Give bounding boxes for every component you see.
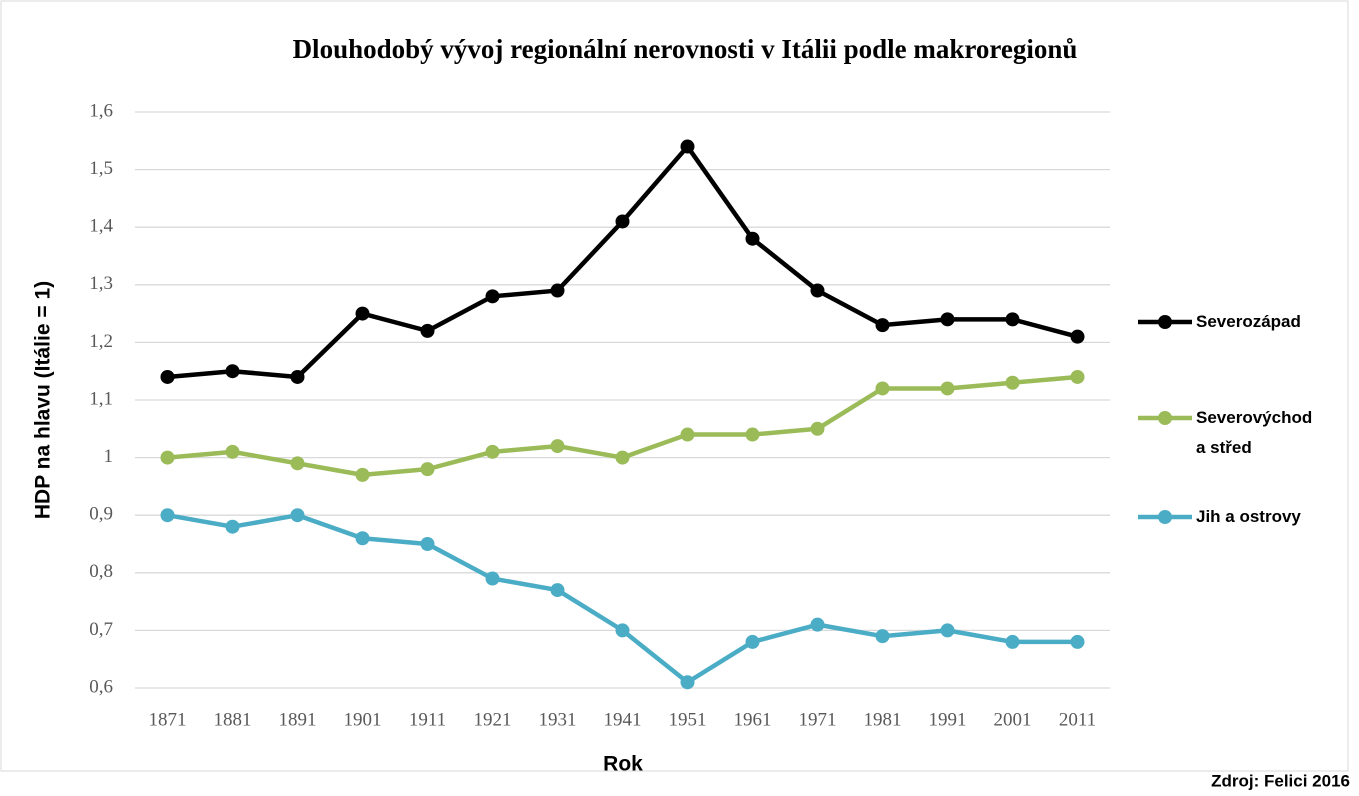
y-tick-label: 0,9 (89, 504, 113, 525)
data-point (355, 531, 370, 546)
legend-marker (1158, 315, 1172, 329)
x-tick-label: 1871 (149, 709, 187, 730)
x-tick-label: 1921 (474, 709, 512, 730)
data-point (810, 283, 825, 298)
x-tick-label: 1931 (539, 709, 577, 730)
data-point (225, 364, 240, 379)
data-point (615, 623, 630, 638)
data-point (160, 450, 175, 465)
y-tick-label: 1,1 (89, 388, 113, 409)
data-point (225, 444, 240, 459)
data-point (550, 283, 565, 298)
data-point (1005, 634, 1020, 649)
y-tick-label: 0,7 (89, 619, 113, 640)
data-point (160, 369, 175, 384)
data-point (940, 381, 955, 396)
x-tick-label: 1951 (669, 709, 707, 730)
y-tick-label: 1,2 (89, 331, 113, 352)
data-point (1070, 369, 1085, 384)
x-tick-label: 2001 (994, 709, 1032, 730)
data-point (290, 456, 305, 471)
data-point (420, 537, 435, 551)
data-point (485, 571, 500, 586)
x-tick-label: 1941 (604, 709, 642, 730)
x-tick-label: 1991 (929, 709, 967, 730)
data-point (745, 427, 760, 442)
data-point (875, 629, 890, 644)
x-tick-label: 2011 (1059, 709, 1096, 730)
legend-marker (1158, 411, 1172, 425)
data-point (680, 675, 695, 690)
data-point (615, 450, 630, 465)
legend-label: Jih a ostrovy (1196, 507, 1301, 526)
data-point (225, 519, 240, 534)
x-tick-label: 1981 (864, 709, 902, 730)
data-point (940, 312, 955, 327)
chart-title: Dlouhodobý vývoj regionální nerovnosti v… (293, 34, 1078, 64)
data-point (290, 369, 305, 384)
y-tick-label: 0,6 (89, 676, 113, 697)
source-note: Zdroj: Felici 2016 (1211, 771, 1350, 790)
data-point (680, 139, 695, 154)
x-tick-label: 1961 (734, 709, 772, 730)
data-point (875, 381, 890, 396)
data-point (875, 318, 890, 333)
x-axis-label: Rok (603, 753, 643, 776)
x-tick-label: 1891 (279, 709, 317, 730)
data-point (615, 214, 630, 229)
data-point (550, 583, 565, 598)
chart-border (0, 0, 1349, 772)
data-point (1005, 375, 1020, 390)
data-point (680, 427, 695, 442)
x-tick-label: 1881 (214, 709, 252, 730)
data-point (1070, 329, 1085, 344)
data-point (1005, 312, 1020, 327)
y-tick-label: 1,5 (89, 158, 113, 179)
y-tick-label: 0,8 (89, 561, 113, 582)
legend-label: Severovýchod a střed (1196, 408, 1313, 457)
x-tick-label: 1901 (344, 709, 382, 730)
data-point (940, 623, 955, 638)
y-tick-label: 1,3 (89, 273, 113, 294)
data-point (160, 508, 175, 523)
data-point (355, 306, 370, 321)
data-point (745, 231, 760, 246)
data-point (290, 508, 305, 523)
data-point (420, 462, 435, 477)
data-point (550, 439, 565, 454)
x-tick-label: 1971 (799, 709, 837, 730)
legend-label: Severozápad (1196, 312, 1301, 331)
data-point (485, 289, 500, 304)
data-point (810, 421, 825, 436)
y-axis-label: HDP na hlavu (Itálie = 1) (32, 281, 55, 519)
data-point (810, 617, 825, 632)
data-point (420, 323, 435, 338)
y-tick-label: 1,6 (89, 100, 113, 121)
data-point (355, 467, 370, 482)
y-tick-label: 1 (104, 446, 114, 467)
x-tick-label: 1911 (409, 709, 446, 730)
data-point (485, 444, 500, 459)
data-point (745, 634, 760, 649)
data-point (1070, 634, 1085, 649)
legend-marker (1158, 510, 1172, 524)
y-tick-label: 1,4 (89, 216, 113, 237)
